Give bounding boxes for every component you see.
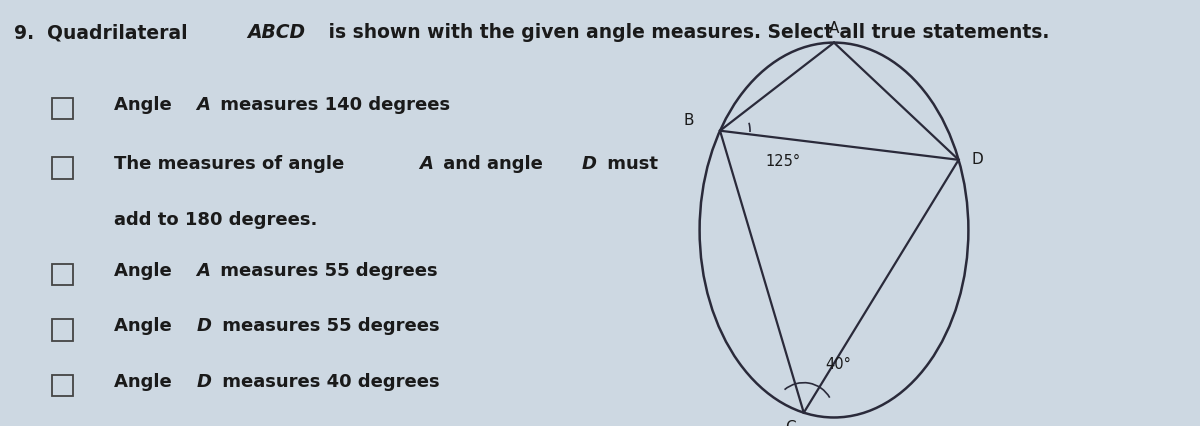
Text: 40°: 40° [826, 357, 851, 372]
Text: measures 55 degrees: measures 55 degrees [215, 262, 438, 280]
Text: D: D [582, 155, 596, 173]
Text: D: D [197, 373, 211, 391]
Text: Angle: Angle [114, 373, 178, 391]
Text: must: must [601, 155, 658, 173]
Text: D: D [197, 317, 211, 335]
Text: D: D [972, 153, 984, 167]
Text: A: A [419, 155, 433, 173]
Text: A: A [197, 96, 210, 114]
Text: measures 40 degrees: measures 40 degrees [216, 373, 439, 391]
Text: Angle: Angle [114, 96, 178, 114]
Text: add to 180 degrees.: add to 180 degrees. [114, 211, 317, 229]
Text: measures 140 degrees: measures 140 degrees [215, 96, 451, 114]
Text: Angle: Angle [114, 317, 178, 335]
Text: A: A [829, 21, 839, 36]
Text: 9.  Quadrilateral: 9. Quadrilateral [14, 23, 194, 43]
Text: Angle: Angle [114, 262, 178, 280]
Text: 125°: 125° [766, 154, 800, 169]
Text: ABCD: ABCD [247, 23, 305, 43]
Text: B: B [683, 113, 694, 128]
Text: C: C [785, 420, 796, 426]
Text: measures 55 degrees: measures 55 degrees [216, 317, 439, 335]
Text: The measures of angle: The measures of angle [114, 155, 350, 173]
Text: is shown with the given angle measures. Select all true statements.: is shown with the given angle measures. … [322, 23, 1049, 43]
Text: and angle: and angle [437, 155, 550, 173]
Text: A: A [197, 262, 210, 280]
